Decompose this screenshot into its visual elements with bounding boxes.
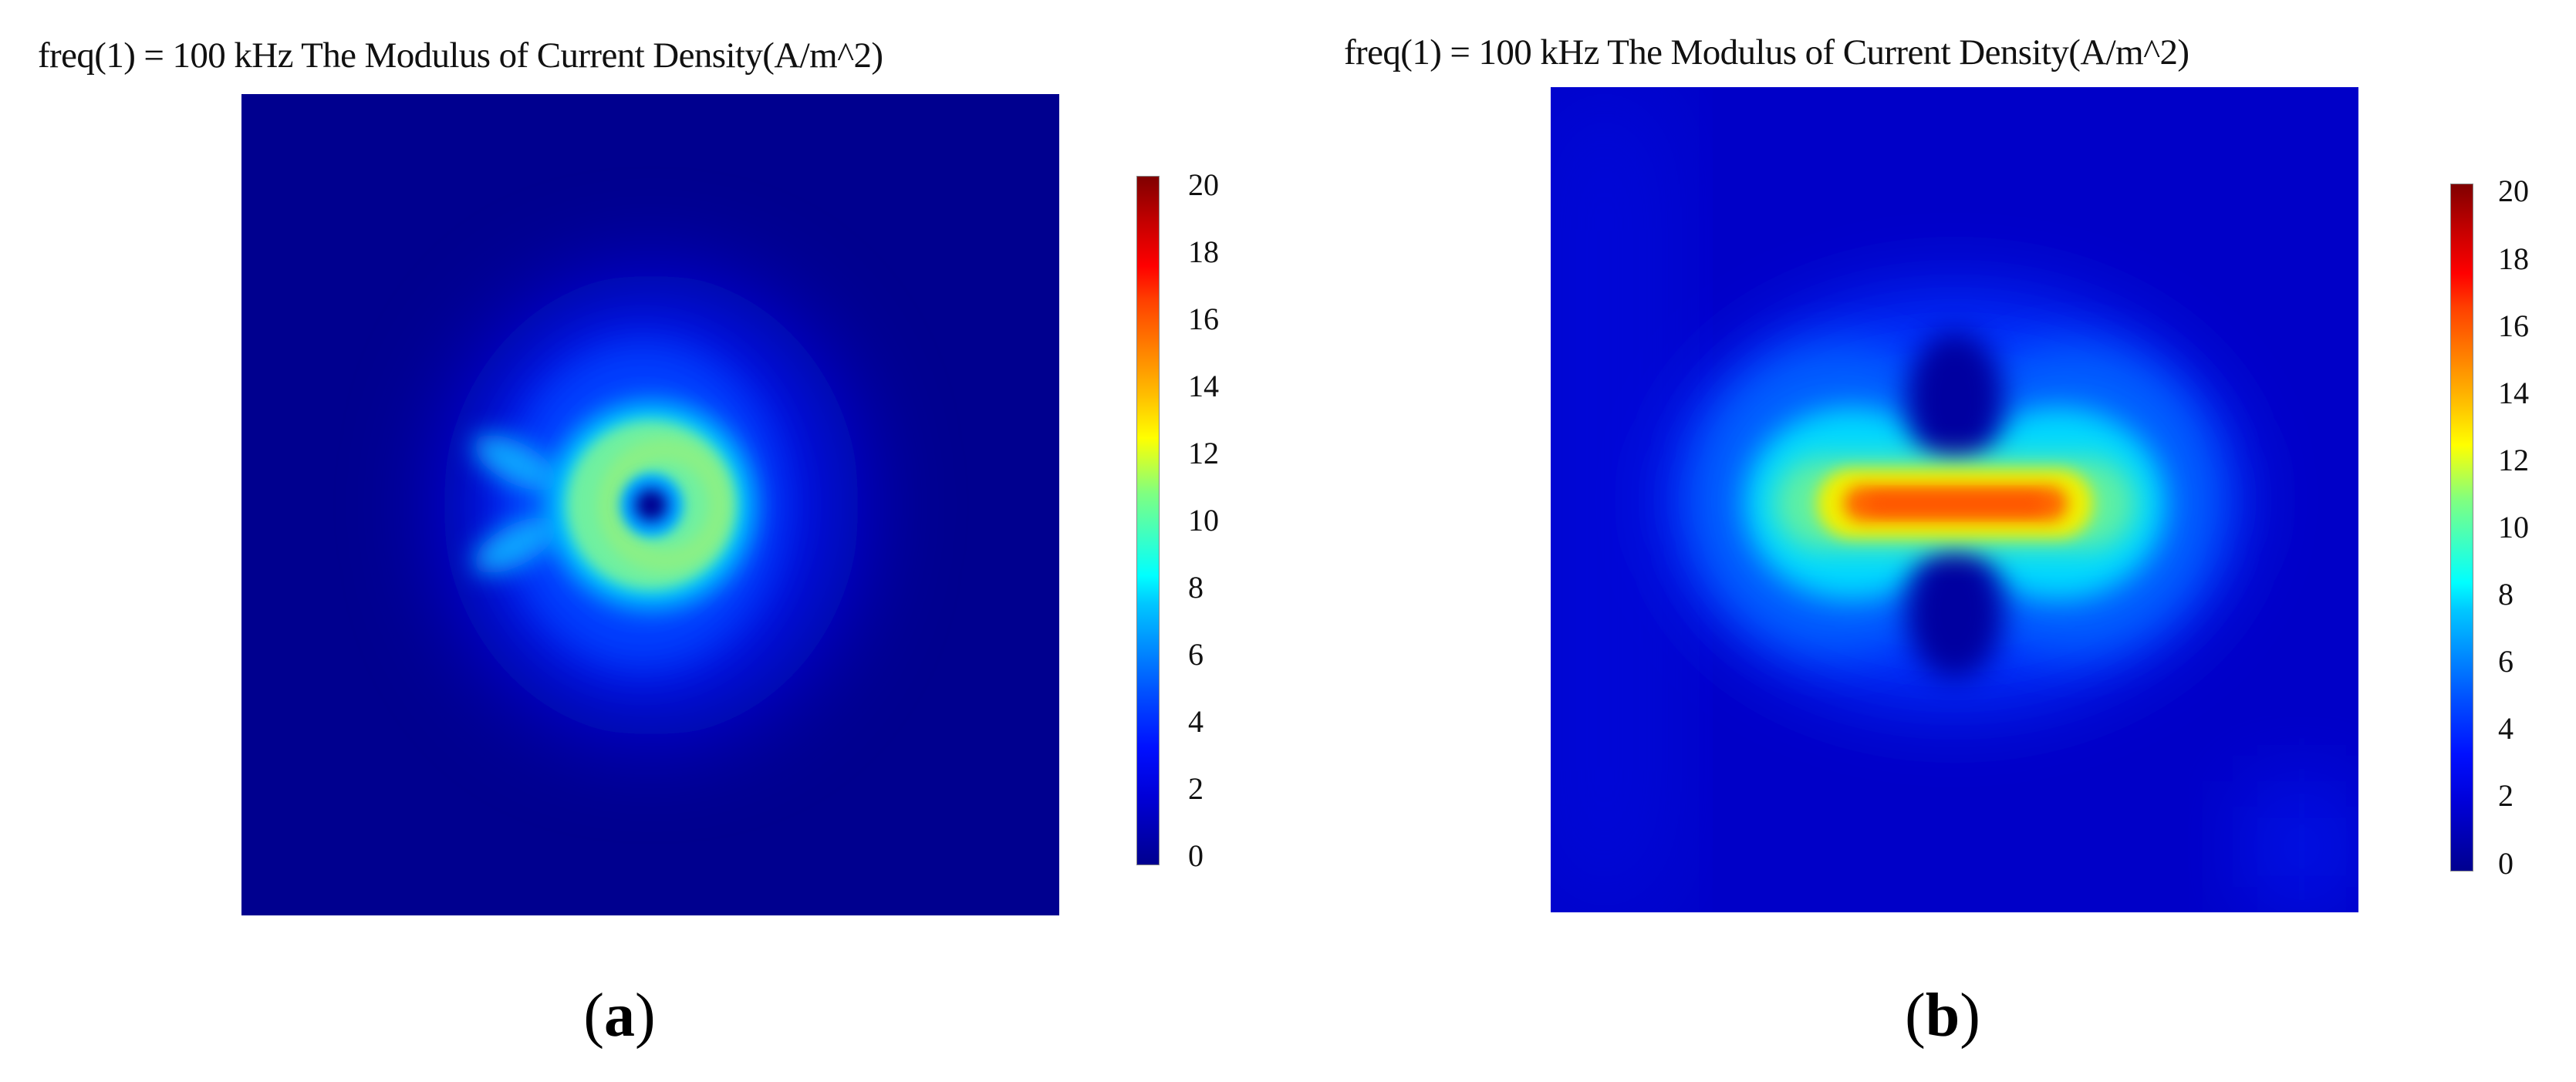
- colorbar-tick-label: 0: [2498, 846, 2514, 881]
- panel-a-label: (a): [583, 981, 655, 1050]
- panel-a-heatmap: [241, 94, 1059, 915]
- panel-b-label-open: (: [1905, 982, 1926, 1050]
- panel-b-label-letter: b: [1925, 982, 1960, 1050]
- panel-b-label-close: ): [1960, 982, 1980, 1050]
- colorbar-tick-label: 2: [2498, 778, 2514, 813]
- colorbar-tick-label: 4: [1188, 704, 1204, 739]
- panel-b-heatmap: [1551, 87, 2358, 912]
- colorbar-tick-label: 16: [2498, 308, 2529, 343]
- panel-b-label: (b): [1905, 981, 1980, 1050]
- panel-a-label-open: (: [583, 982, 604, 1050]
- panel-b-title: freq(1) = 100 kHz The Modulus of Current…: [1344, 32, 2189, 72]
- colorbar-tick-label: 4: [2498, 711, 2514, 746]
- panel-b-colorbar: [2450, 184, 2473, 871]
- colorbar-tick-label: 16: [1188, 302, 1219, 336]
- colorbar-tick-label: 10: [1188, 503, 1219, 538]
- colorbar-tick-label: 12: [1188, 436, 1219, 470]
- colorbar-tick-label: 12: [2498, 443, 2529, 477]
- colorbar-tick-label: 14: [2498, 376, 2529, 410]
- colorbar-tick-label: 18: [1188, 234, 1219, 269]
- colorbar-tick-label: 20: [1188, 167, 1219, 202]
- colorbar-tick-label: 8: [1188, 570, 1204, 605]
- panel-a-label-close: ): [635, 982, 656, 1050]
- colorbar-tick-label: 0: [1188, 838, 1204, 873]
- colorbar-tick-label: 10: [2498, 510, 2529, 544]
- colorbar-tick-label: 8: [2498, 577, 2514, 612]
- colorbar-tick-label: 14: [1188, 369, 1219, 403]
- colorbar-tick-label: 6: [2498, 644, 2514, 679]
- colorbar-tick-label: 20: [2498, 174, 2529, 208]
- panel-a-label-letter: a: [604, 982, 635, 1050]
- colorbar-tick-label: 2: [1188, 771, 1204, 806]
- colorbar-tick-label: 6: [1188, 637, 1204, 672]
- colorbar-tick-label: 18: [2498, 241, 2529, 276]
- panel-a-colorbar: [1136, 176, 1160, 865]
- panel-a-title: freq(1) = 100 kHz The Modulus of Current…: [38, 35, 883, 76]
